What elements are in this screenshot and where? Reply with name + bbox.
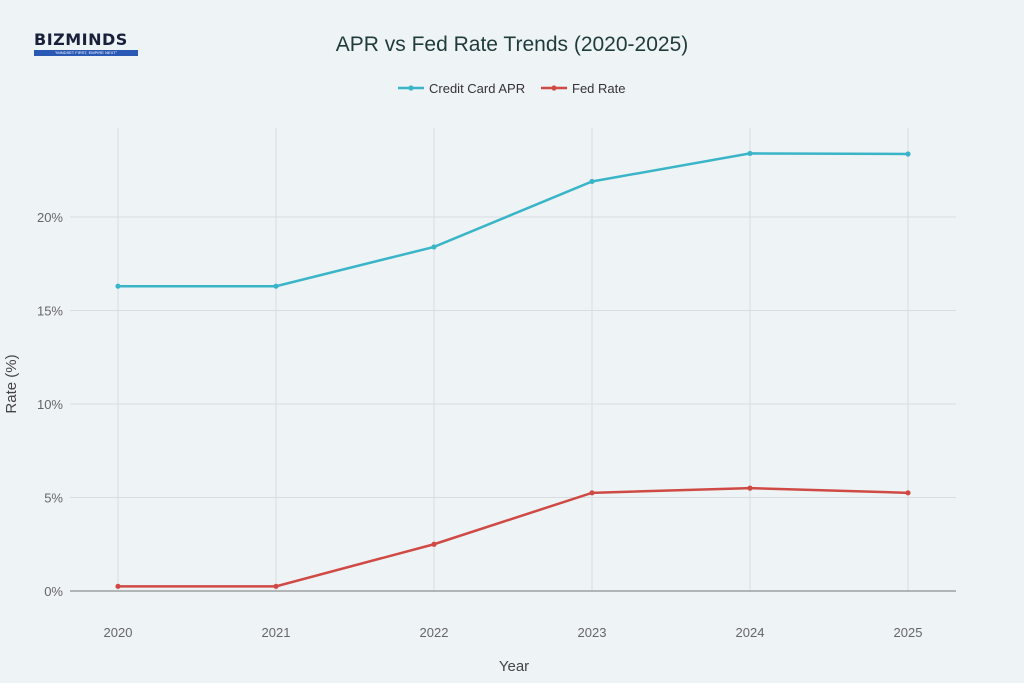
credit-card-apr-point	[273, 283, 279, 289]
fed-rate-point	[589, 490, 595, 496]
fed-rate-point	[273, 583, 279, 589]
x-tick-label: 2020	[104, 625, 133, 640]
credit-card-apr-point	[589, 178, 595, 185]
x-tick-label: 2024	[736, 625, 765, 640]
credit-card-apr-point	[905, 151, 911, 157]
credit-card-apr-point	[115, 283, 121, 289]
credit-card-apr-point	[747, 150, 753, 157]
chart-title: APR vs Fed Rate Trends (2020-2025)	[336, 33, 689, 56]
x-axis-label: Year	[499, 658, 529, 675]
fed-rate-point	[115, 583, 121, 589]
fed-rate-point	[747, 485, 753, 491]
y-tick-label: 15%	[37, 304, 63, 319]
logo-tagline: "MINDSET FIRST, EMPIRE NEXT"	[34, 50, 138, 56]
fed-rate-point	[431, 541, 437, 547]
x-tick-label: 2023	[578, 625, 607, 640]
fed-rate-line	[118, 486, 909, 588]
y-tick-label: 0%	[44, 584, 63, 599]
y-tick-label: 10%	[37, 397, 63, 412]
grid: 2020 2021 2022 2023 2024 2025 0% 5% 10% 15% 20%	[37, 128, 956, 640]
legend-label-fed-rate: Fed Rate	[572, 81, 625, 96]
legend-label-credit-card-apr: Credit Card APR	[429, 81, 525, 96]
x-tick-label: 2021	[262, 625, 291, 640]
series-lines	[115, 150, 911, 589]
y-tick-label: 5%	[44, 491, 63, 506]
legend: Credit Card APR Fed Rate	[398, 81, 625, 96]
legend-marker-credit-card-apr	[408, 85, 414, 91]
logo-wordmark: BIZMINDS	[34, 30, 128, 49]
y-axis-label: Rate (%)	[3, 354, 20, 413]
fed-rate-point	[905, 490, 911, 496]
legend-marker-fed-rate	[551, 85, 557, 91]
x-tick-label: 2022	[420, 625, 449, 640]
bizminds-logo: BIZMINDS "MINDSET FIRST, EMPIRE NEXT"	[34, 31, 138, 56]
credit-card-apr-point	[431, 244, 437, 250]
credit-card-apr-line	[118, 152, 909, 288]
x-tick-label: 2025	[894, 625, 923, 640]
y-tick-label: 20%	[37, 210, 63, 225]
